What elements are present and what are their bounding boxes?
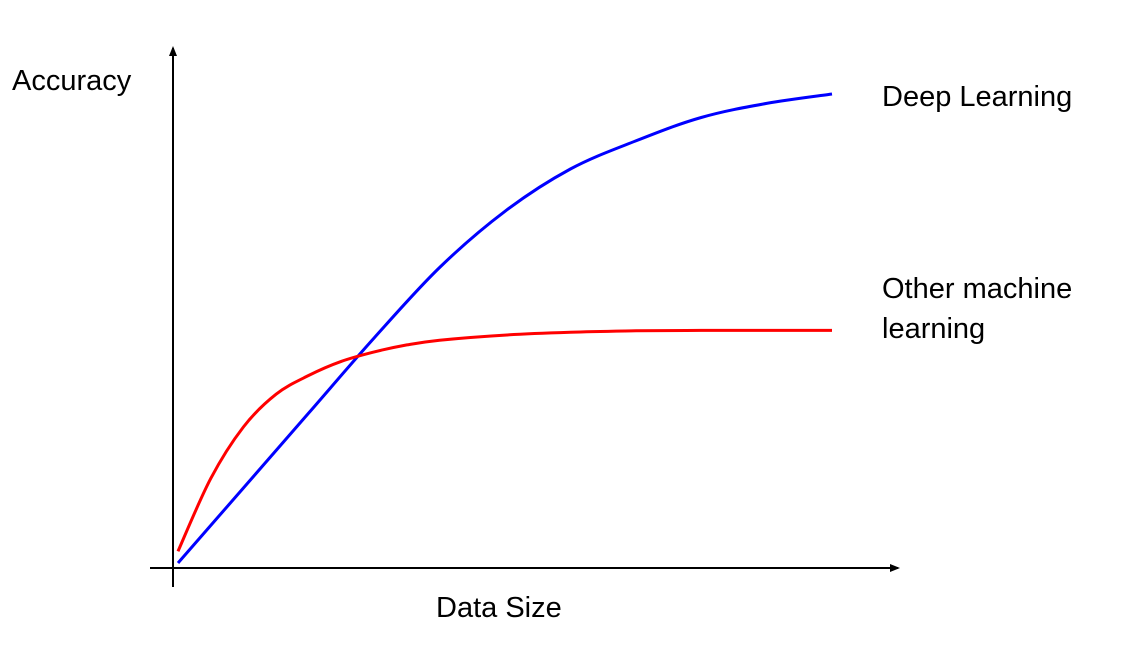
- y-axis-label: Accuracy: [12, 65, 132, 97]
- series-label-other-line-2: learning: [882, 313, 985, 345]
- series-line-other-machine-learning: [176, 328, 832, 552]
- series-label-other-line-1: Other machine: [882, 273, 1072, 305]
- series-label-deep-learning: Deep Learning: [882, 81, 1072, 113]
- series-line-deep-learning: [176, 92, 833, 564]
- x-axis-label: Data Size: [436, 592, 562, 624]
